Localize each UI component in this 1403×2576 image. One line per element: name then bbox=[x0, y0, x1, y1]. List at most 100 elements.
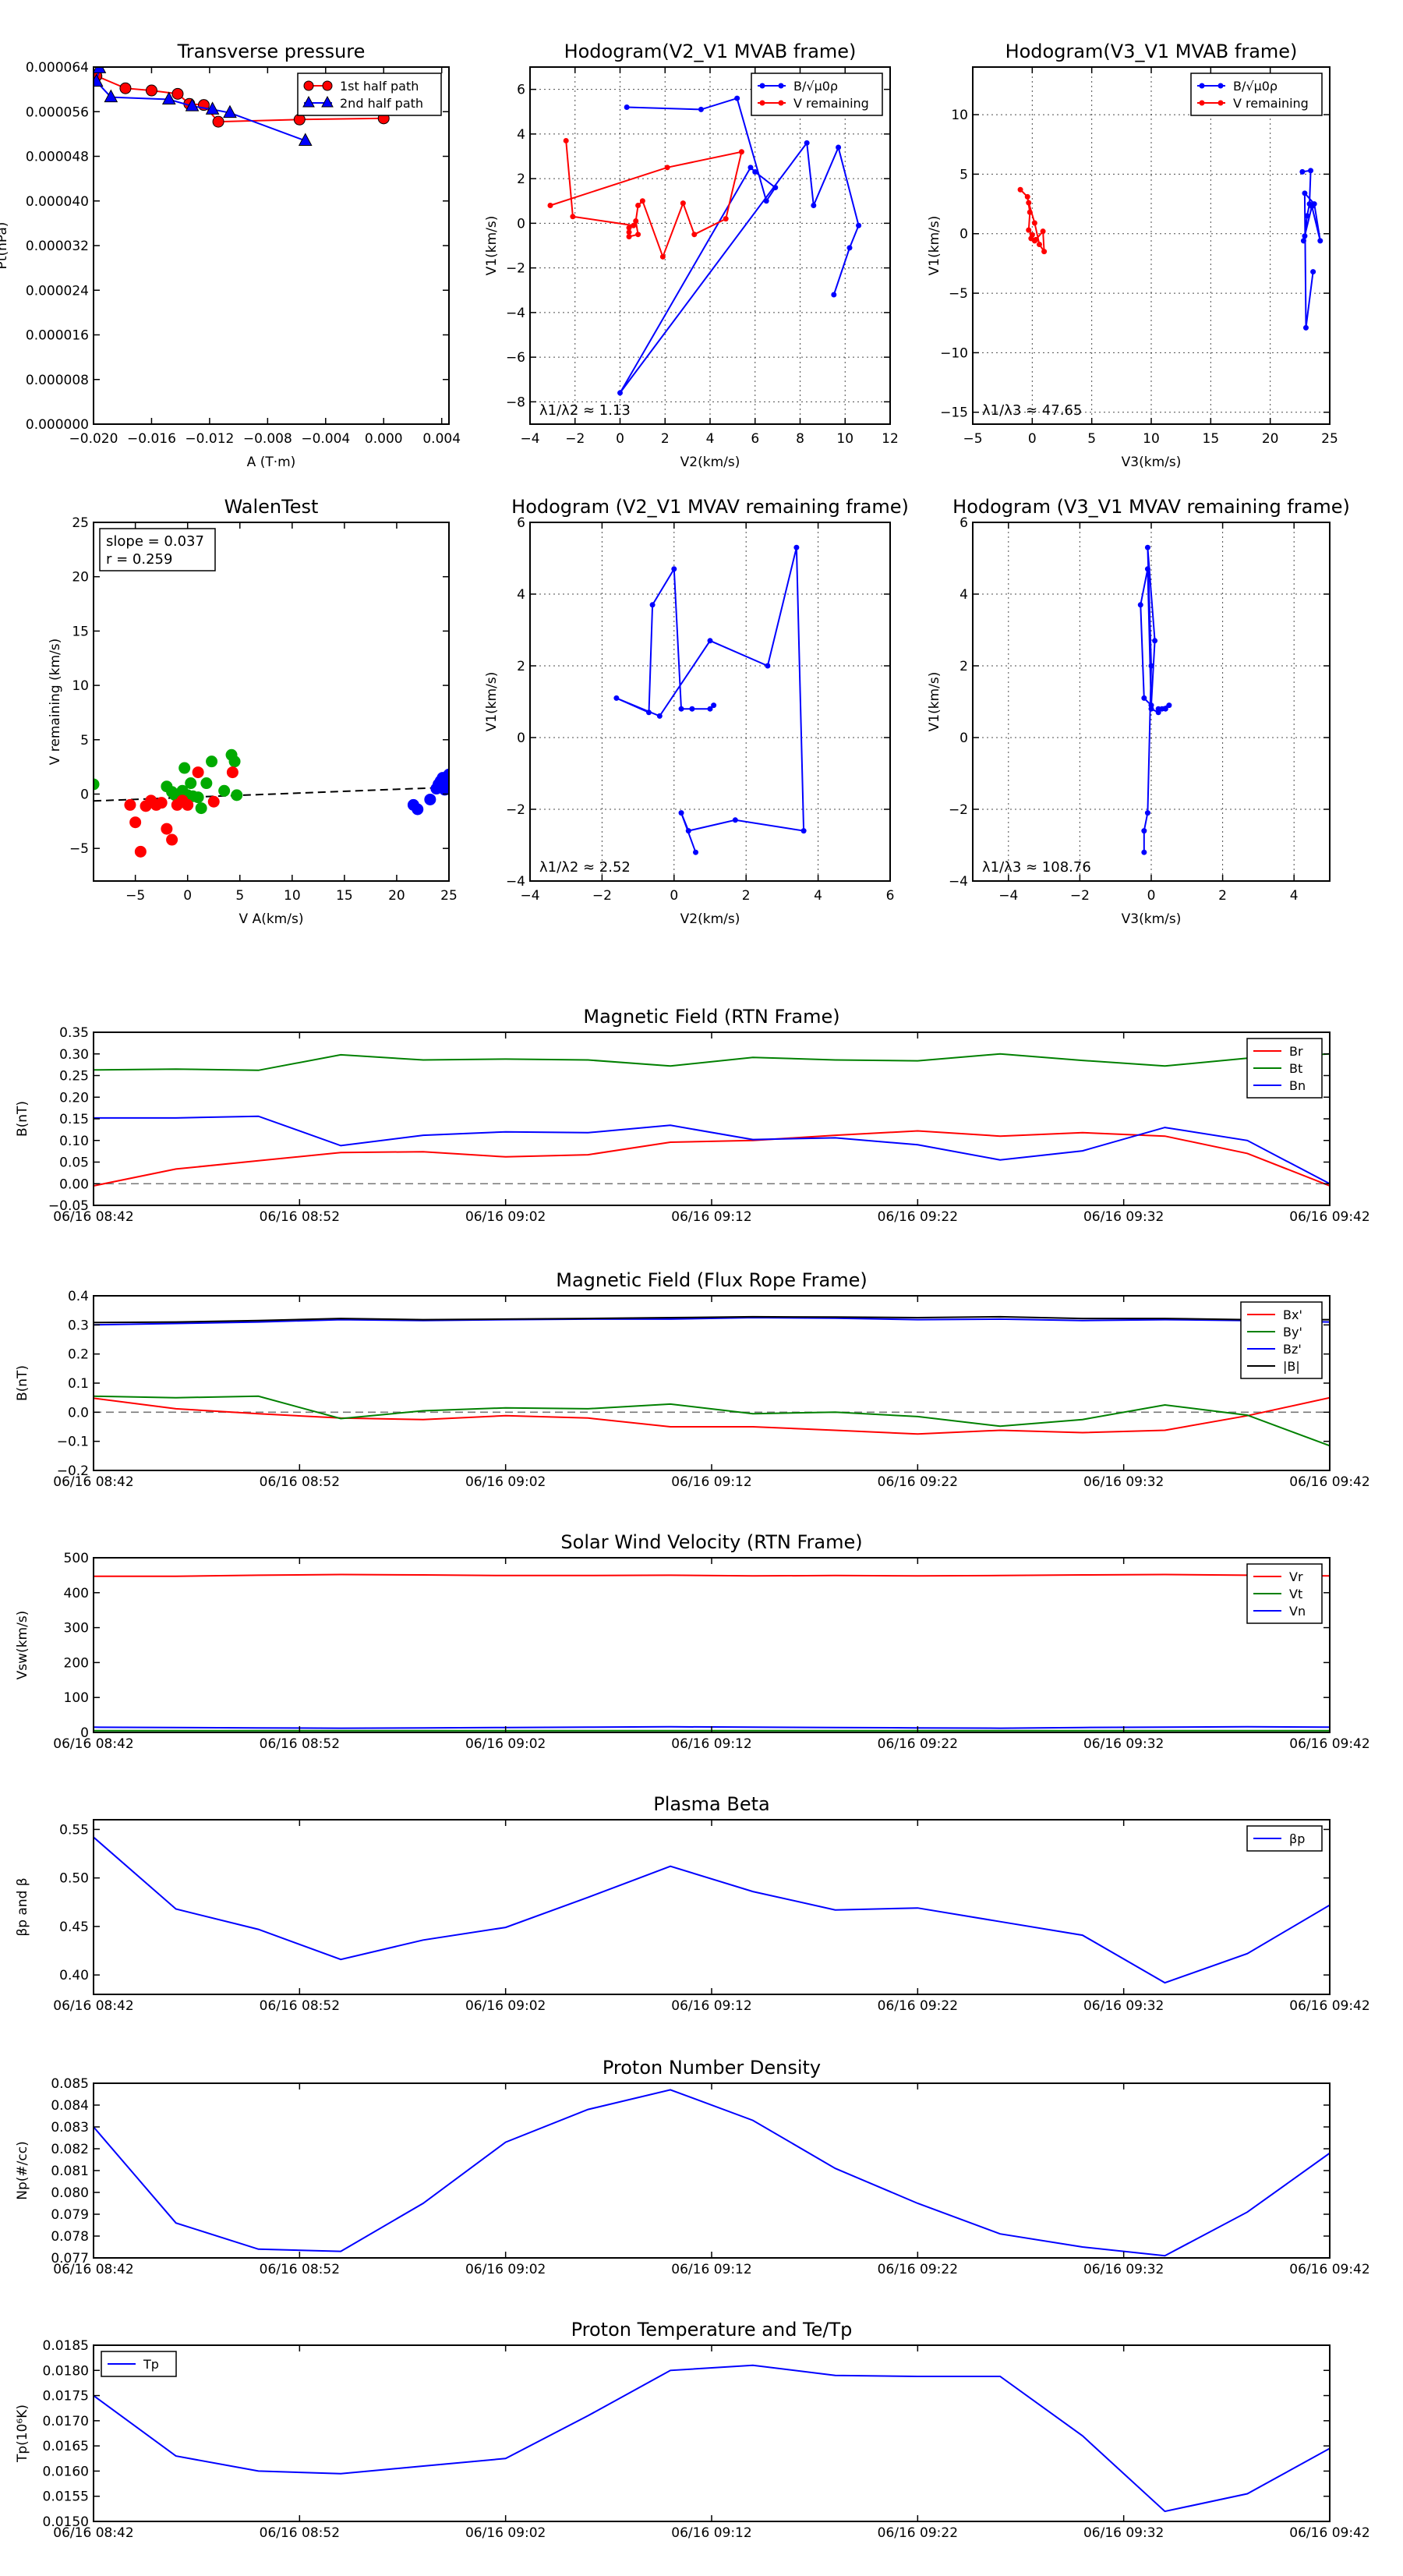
data-point bbox=[1152, 638, 1158, 644]
x-tick-label: 12 bbox=[882, 431, 899, 447]
data-point bbox=[649, 602, 656, 608]
y-tick-label: 0.081 bbox=[51, 2164, 89, 2179]
legend-label: V remaining bbox=[793, 96, 869, 111]
y-tick-label: 500 bbox=[64, 1551, 89, 1566]
series-line-b0 bbox=[619, 97, 860, 394]
y-axis-label: V1(km/s) bbox=[484, 216, 500, 276]
y-tick-label: −6 bbox=[506, 350, 525, 366]
x-tick-label: 06/16 09:22 bbox=[878, 1998, 958, 2014]
legend-marker bbox=[1199, 83, 1205, 89]
chart-proton-temperature: Proton Temperature and Te/Tp 0.0150 0.0155… bbox=[15, 2319, 1370, 2541]
x-tick-label: 15 bbox=[336, 888, 353, 904]
annotation: λ1/λ2 ≈ 2.52 bbox=[539, 859, 631, 876]
x-tick-label: 06/16 09:22 bbox=[878, 2525, 958, 2541]
x-tick-label: 06/16 09:42 bbox=[1289, 1736, 1369, 1752]
data-point bbox=[1141, 849, 1147, 855]
y-tick-label: 300 bbox=[64, 1621, 89, 1637]
y-tick-label: 0.000024 bbox=[26, 283, 89, 299]
x-tick-label: 06/16 09:02 bbox=[465, 1474, 546, 1490]
data-point bbox=[185, 98, 200, 111]
y-tick-label: −4 bbox=[949, 874, 968, 890]
data-point bbox=[195, 802, 207, 815]
y-tick-label: 0.50 bbox=[59, 1871, 89, 1887]
data-point bbox=[732, 817, 738, 823]
data-point bbox=[738, 149, 744, 155]
data-point bbox=[765, 663, 771, 669]
y-tick-label: 0.080 bbox=[51, 2185, 89, 2201]
y-tick-label: 4 bbox=[959, 587, 968, 603]
data-point bbox=[678, 706, 684, 712]
x-tick-label: 10 bbox=[284, 888, 301, 904]
chart-title: Hodogram (V3_V1 MVAV remaining frame) bbox=[952, 496, 1350, 518]
stats-line: slope = 0.037 bbox=[106, 533, 204, 550]
x-tick-label: 06/16 09:22 bbox=[878, 1474, 958, 1490]
y-tick-label: 0.0170 bbox=[43, 2414, 89, 2429]
y-tick-label: 0.077 bbox=[51, 2251, 89, 2266]
legend-marker bbox=[1199, 100, 1205, 106]
data-point bbox=[723, 216, 729, 222]
x-tick-label: 06/16 08:52 bbox=[260, 1474, 340, 1490]
x-tick-label: −0.004 bbox=[301, 431, 350, 447]
y-tick-label: 2 bbox=[517, 659, 525, 674]
legend-label: B/√μ0ρ bbox=[793, 79, 838, 94]
data-point bbox=[1302, 324, 1309, 331]
y-tick-label: 0.4 bbox=[68, 1289, 89, 1304]
data-point bbox=[635, 232, 641, 238]
y-tick-label: 0.3 bbox=[68, 1318, 89, 1333]
x-tick-label: 0 bbox=[1147, 888, 1156, 904]
data-point bbox=[206, 755, 218, 768]
data-point bbox=[171, 87, 184, 100]
legend-marker bbox=[303, 80, 314, 91]
x-tick-label: 06/16 09:42 bbox=[1289, 1209, 1369, 1225]
chart-title: Solar Wind Velocity (RTN Frame) bbox=[560, 1531, 862, 1553]
x-tick-label: 06/16 09:12 bbox=[671, 1998, 751, 2014]
y-tick-label: 0.0150 bbox=[43, 2514, 89, 2530]
y-axis-label: B(nT) bbox=[15, 1365, 30, 1401]
grid bbox=[530, 67, 890, 424]
data-point bbox=[626, 225, 632, 231]
y-tick-label: 0.1 bbox=[68, 1376, 89, 1392]
data-point bbox=[734, 95, 740, 101]
annotation: λ1/λ3 ≈ 47.65 bbox=[982, 402, 1082, 419]
x-tick-label: 2 bbox=[742, 888, 751, 904]
x-tick-label: 06/16 09:02 bbox=[465, 2262, 546, 2277]
legend: B/√μ0ρ V remaining bbox=[751, 73, 883, 116]
y-tick-label: −4 bbox=[506, 306, 525, 321]
data-point bbox=[223, 104, 237, 119]
stats-box-frame bbox=[99, 528, 216, 571]
plot-area bbox=[1017, 168, 1323, 331]
x-tick-label: 2 bbox=[1218, 888, 1227, 904]
x-tick-label: −0.012 bbox=[185, 431, 234, 447]
chart-title: Plasma Beta bbox=[653, 1793, 769, 1815]
axes-frame bbox=[529, 522, 891, 882]
y-tick-label: 0.084 bbox=[51, 2098, 89, 2114]
legend-label: Tp bbox=[143, 2357, 159, 2372]
x-tick-label: 06/16 09:12 bbox=[671, 1736, 751, 1752]
legend-label: Bn bbox=[1289, 1078, 1306, 1093]
axes-frame bbox=[93, 1031, 1331, 1206]
series-line-bz bbox=[94, 1316, 1330, 1326]
x-tick-label: 06/16 09:32 bbox=[1083, 1998, 1164, 2014]
y-tick-label: −8 bbox=[506, 395, 525, 410]
x-tick-label: 20 bbox=[1262, 431, 1279, 447]
data-point bbox=[1026, 200, 1032, 206]
y-tick-label: 0.0 bbox=[68, 1405, 89, 1421]
grid bbox=[530, 522, 890, 881]
series-line-tp bbox=[94, 2364, 1330, 2513]
x-tick-label: 06/16 09:12 bbox=[671, 2262, 751, 2277]
data-point bbox=[424, 793, 436, 805]
plot-area bbox=[94, 1836, 1330, 1984]
data-point bbox=[1317, 238, 1323, 244]
y-tick-label: 10 bbox=[72, 678, 89, 694]
x-tick-label: 06/16 09:02 bbox=[465, 1209, 546, 1225]
data-point bbox=[856, 222, 862, 228]
data-point bbox=[613, 695, 620, 701]
y-axis-label: V remaining (km/s) bbox=[48, 639, 63, 766]
y-tick-label: 4 bbox=[517, 587, 525, 603]
data-point bbox=[200, 777, 213, 790]
data-point bbox=[691, 232, 698, 238]
legend-frame bbox=[751, 73, 883, 116]
x-tick-label: −2 bbox=[592, 888, 612, 904]
series-line-p bbox=[94, 1836, 1330, 1984]
